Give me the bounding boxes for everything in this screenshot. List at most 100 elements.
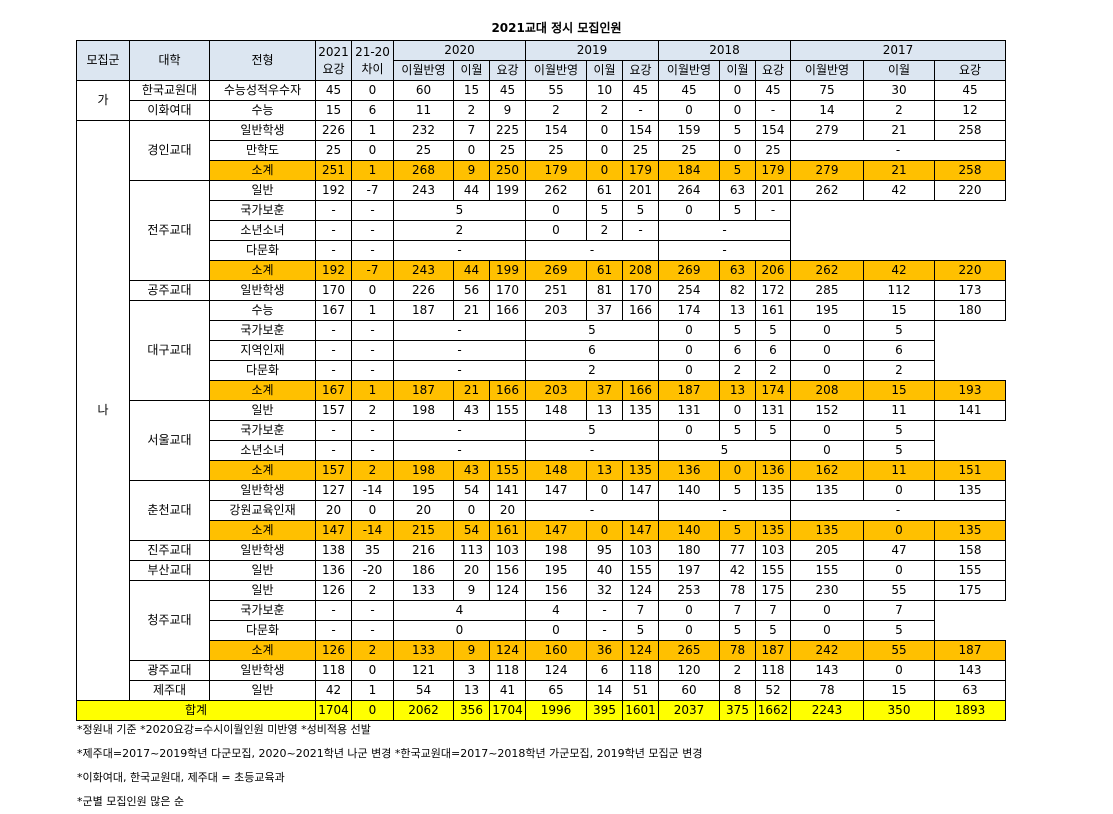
value-cell: 25 [315, 140, 352, 161]
value-cell: 155 [790, 560, 864, 581]
value-cell: 20 [315, 500, 352, 521]
subtotal-cell: 147 [315, 520, 352, 541]
subtotal-cell: 15 [863, 380, 935, 401]
value-cell: 0 [351, 280, 394, 301]
value-cell: 15 [863, 680, 935, 701]
value-cell: 103 [755, 540, 791, 561]
footnote: *군별 모집인원 많은 순 [77, 795, 185, 808]
subtotal-label: 소계 [209, 520, 316, 541]
footnotes: *정원내 기준 *2020요강=수시이월인원 미반영 *성비적용 선발 *제주대… [77, 718, 702, 814]
value-cell: 47 [863, 540, 935, 561]
value-cell: 42 [719, 560, 756, 581]
admission-type-cell: 일반학생 [209, 120, 316, 141]
value-cell: 45 [315, 80, 352, 101]
subtotal-cell: 1 [351, 160, 394, 181]
subtotal-cell: 147 [622, 520, 659, 541]
subtotal-cell: 187 [755, 640, 791, 661]
value-cell: 159 [658, 120, 720, 141]
subtotal-cell: 63 [719, 260, 756, 281]
value-cell: 5 [622, 620, 659, 641]
value-cell: 21 [453, 300, 490, 321]
value-cell: 170 [622, 280, 659, 301]
subtotal-cell: 21 [863, 160, 935, 181]
value-cell: -20 [351, 560, 394, 581]
value-cell: 0 [658, 200, 720, 221]
table-row: 다문화 - - -2 0 2 2 0 2 [77, 360, 1006, 381]
header-sub-guide: 요강 [489, 60, 526, 81]
header-group: 모집군 [76, 40, 130, 81]
value-cell: 5 [863, 320, 935, 341]
value-cell: - [393, 360, 526, 381]
value-cell: 75 [790, 80, 864, 101]
value-cell: 6 [863, 340, 935, 361]
admission-type-cell: 일반 [209, 180, 316, 201]
subtotal-cell: 9 [453, 640, 490, 661]
value-cell: 43 [453, 400, 490, 421]
subtotal-cell: 193 [934, 380, 1006, 401]
value-cell: 78 [719, 580, 756, 601]
subtotal-cell: 44 [453, 260, 490, 281]
subtotal-cell: 55 [863, 640, 935, 661]
subtotal-cell: 13 [586, 460, 623, 481]
value-cell: 15 [453, 80, 490, 101]
total-row: 합계 1704 0 2062 356 1704 1996 395 1601 2037 375 1662… [76, 700, 1006, 721]
value-cell: 0 [351, 660, 394, 681]
subtotal-cell: 258 [934, 160, 1006, 181]
value-cell: 45 [658, 80, 720, 101]
header-sub-guide: 요강 [755, 60, 791, 81]
header-year-2019: 2019 [525, 40, 659, 61]
table-row: 국가보훈 - -4 4-7 0 7 7 0 7 [77, 600, 1006, 621]
value-cell: 2 [863, 360, 935, 381]
value-cell: 82 [719, 280, 756, 301]
value-cell: 6 [586, 660, 623, 681]
value-cell: 154 [755, 120, 791, 141]
value-cell: 0 [719, 80, 756, 101]
subtotal-cell: 203 [525, 380, 587, 401]
university-cell: 광주교대 [129, 660, 210, 681]
value-cell: 1 [351, 300, 394, 321]
value-cell: 198 [525, 540, 587, 561]
university-cell: 한국교원대 [129, 80, 210, 101]
subtotal-cell: 5 [719, 520, 756, 541]
header-diff-text: 21-20 차이 [355, 44, 390, 76]
subtotal-cell: 13 [719, 380, 756, 401]
table-row: 강원교육인재 20 0 20 0 20- - - [77, 500, 1006, 521]
value-cell: 5 [719, 120, 756, 141]
value-cell: 103 [622, 540, 659, 561]
value-cell: - [393, 340, 526, 361]
table-row: 소계 251 1 268 9 250 179 0 179 184 5 179 279 21 258 [77, 160, 1006, 181]
header-sub-carry: 이월 [453, 60, 490, 81]
value-cell: 5 [622, 200, 659, 221]
value-cell: 10 [586, 80, 623, 101]
table-row: 이화여대 수능 15 6 11 2 9 2 2-0 0-14 2 12 [77, 100, 1006, 121]
value-cell: - [586, 620, 623, 641]
value-cell: 121 [393, 660, 454, 681]
value-cell: - [393, 420, 526, 441]
subtotal-cell: 0 [586, 520, 623, 541]
admission-type-cell: 국가보훈 [209, 200, 316, 221]
value-cell: 7 [719, 600, 756, 621]
value-cell: 175 [934, 580, 1006, 601]
value-cell: 5 [863, 440, 935, 461]
value-cell: - [658, 220, 791, 241]
value-cell: 166 [622, 300, 659, 321]
table-row: 춘천교대 일반학생 127 -14 195 54 141 147 0 147 140 5 135 135 0… [77, 480, 1006, 541]
subtotal-cell: -7 [351, 260, 394, 281]
subtotal-cell: 206 [755, 260, 791, 281]
value-cell: 0 [525, 620, 587, 641]
value-cell: 37 [586, 300, 623, 321]
university-cell: 부산교대 [129, 560, 210, 581]
value-cell: - [790, 500, 1006, 521]
total-label: 합계 [76, 700, 316, 721]
header-sub-carry: 이월 [863, 60, 935, 81]
value-cell: 147 [525, 480, 587, 501]
value-cell: 5 [719, 420, 756, 441]
value-cell: 174 [658, 300, 720, 321]
value-cell: 113 [453, 540, 490, 561]
subtotal-cell: 220 [934, 260, 1006, 281]
subtotal-cell: 0 [586, 160, 623, 181]
value-cell: 195 [790, 300, 864, 321]
admission-type-cell: 만학도 [209, 140, 316, 161]
value-cell: 30 [863, 80, 935, 101]
value-cell: 0 [351, 80, 394, 101]
